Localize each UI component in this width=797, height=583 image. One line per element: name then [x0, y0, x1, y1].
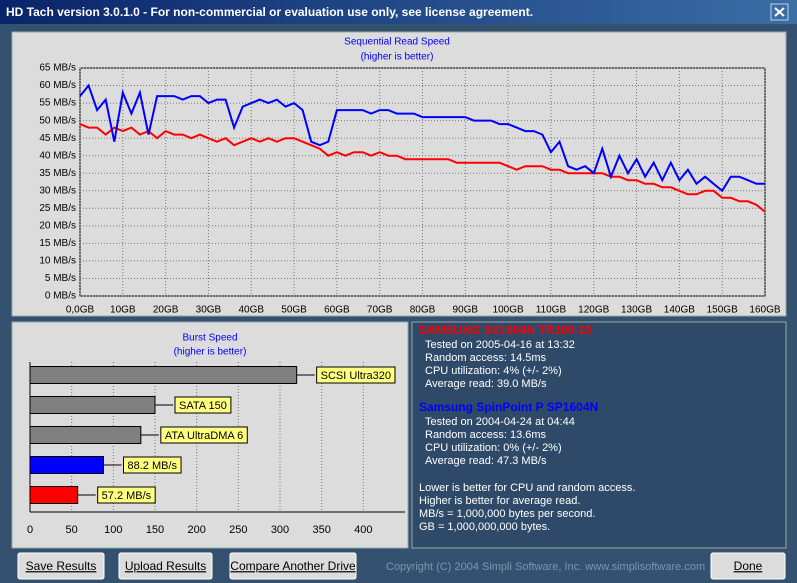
window-title: HD Tach version 3.0.1.0 - For non-commer…: [6, 5, 533, 19]
y-tick-label: 50 MB/s: [39, 115, 76, 126]
x-tick-label: 80GB: [410, 305, 436, 316]
note: GB = 1,000,000,000 bytes.: [419, 521, 550, 533]
y-tick-label: 60 MB/s: [39, 80, 76, 91]
x-tick-label: 120GB: [578, 305, 609, 316]
note: MB/s = 1,000,000 bytes per second.: [419, 508, 595, 520]
y-tick-label: 45 MB/s: [39, 133, 76, 144]
x-tick-label: 300: [271, 524, 289, 536]
x-tick-label: 160GB: [749, 305, 780, 316]
x-tick-label: 100: [104, 524, 122, 536]
x-tick-label: 50: [66, 524, 78, 536]
y-tick-label: 15 MB/s: [39, 238, 76, 249]
x-tick-label: 200: [187, 524, 205, 536]
bar: [29, 456, 104, 474]
drive-detail: Tested on 2004-04-24 at 04:44: [425, 416, 575, 428]
drive-detail: CPU utilization: 0% (+/- 2%): [425, 442, 562, 454]
bar: [29, 396, 156, 414]
y-tick-label: 55 MB/s: [39, 98, 76, 109]
drive-name: SAMSUNG SV1604N TR100-23: [419, 323, 592, 337]
y-tick-label: 65 MB/s: [39, 63, 76, 74]
series-line: [79, 83, 765, 193]
button[interactable]: [229, 552, 357, 580]
y-tick-label: 25 MB/s: [39, 203, 76, 214]
button[interactable]: [118, 552, 213, 580]
y-tick-label: 5 MB/s: [45, 273, 76, 284]
x-tick-label: 30GB: [196, 305, 222, 316]
bar-label-box: [160, 426, 248, 444]
x-tick-label: 10GB: [110, 305, 136, 316]
bar-label: 88.2 MB/s: [128, 460, 178, 472]
drive-detail: Average read: 39.0 MB/s: [425, 378, 547, 390]
y-tick-label: 10 MB/s: [39, 256, 76, 267]
chart-title: Sequential Read Speed: [344, 37, 450, 48]
bar: [29, 366, 298, 384]
chart-title: Burst Speed: [182, 333, 237, 344]
bar-label-box: [316, 366, 396, 384]
button-label[interactable]: Upload Results: [125, 559, 206, 573]
chart-subtitle: (higher is better): [361, 52, 434, 63]
y-tick-label: 0 MB/s: [45, 291, 76, 302]
bar: [29, 426, 142, 444]
note: Higher is better for average read.: [419, 495, 580, 507]
bar-label: SATA 150: [179, 400, 227, 412]
button-label[interactable]: Compare Another Drive: [230, 559, 356, 573]
y-tick-label: 35 MB/s: [39, 168, 76, 179]
bar-label: ATA UltraDMA 6: [165, 430, 243, 442]
x-tick-label: 110GB: [536, 305, 567, 316]
bar-label: 57.2 MB/s: [102, 490, 152, 502]
button-label[interactable]: Save Results: [26, 559, 97, 573]
x-tick-label: 100GB: [493, 305, 524, 316]
close-icon: [774, 7, 785, 17]
drive-name: Samsung SpinPoint P SP1604N: [419, 400, 598, 414]
y-tick-label: 30 MB/s: [39, 185, 76, 196]
y-tick-label: 40 MB/s: [39, 150, 76, 161]
drive-detail: Random access: 14.5ms: [425, 352, 547, 364]
bar-label: SCSI Ultra320: [321, 370, 391, 382]
drive-detail: Random access: 13.6ms: [425, 429, 547, 441]
x-tick-label: 0,0GB: [66, 305, 95, 316]
title-bar: [0, 0, 797, 24]
drive-detail: Average read: 47.3 MB/s: [425, 455, 547, 467]
drive-detail: Tested on 2005-04-16 at 13:32: [425, 339, 575, 351]
x-tick-label: 140GB: [664, 305, 695, 316]
x-tick-label: 90GB: [453, 305, 479, 316]
note: Lower is better for CPU and random acces…: [419, 482, 635, 494]
bar-label-box: [97, 486, 156, 504]
button-label[interactable]: Done: [734, 559, 763, 573]
x-tick-label: 250: [229, 524, 247, 536]
y-tick-label: 20 MB/s: [39, 220, 76, 231]
x-tick-label: 150GB: [707, 305, 738, 316]
series-line: [79, 123, 766, 213]
chart-subtitle: (higher is better): [174, 347, 247, 358]
button[interactable]: [710, 552, 786, 580]
drive-detail: CPU utilization: 4% (+/- 2%): [425, 365, 562, 377]
bar-label-box: [174, 396, 232, 414]
copyright: Copyright (C) 2004 Simpli Software, Inc.…: [386, 561, 705, 573]
x-tick-label: 40GB: [238, 305, 264, 316]
x-tick-label: 400: [354, 524, 372, 536]
x-tick-label: 150: [146, 524, 164, 536]
x-tick-label: 50GB: [281, 305, 307, 316]
x-tick-label: 130GB: [621, 305, 652, 316]
info-panel: [411, 321, 787, 549]
x-tick-label: 60GB: [324, 305, 350, 316]
x-tick-label: 0: [27, 524, 33, 536]
bar: [29, 486, 79, 504]
button[interactable]: [17, 552, 105, 580]
x-tick-label: 350: [312, 524, 330, 536]
bar-label-box: [123, 456, 182, 474]
x-tick-label: 20GB: [153, 305, 179, 316]
x-tick-label: 70GB: [367, 305, 393, 316]
